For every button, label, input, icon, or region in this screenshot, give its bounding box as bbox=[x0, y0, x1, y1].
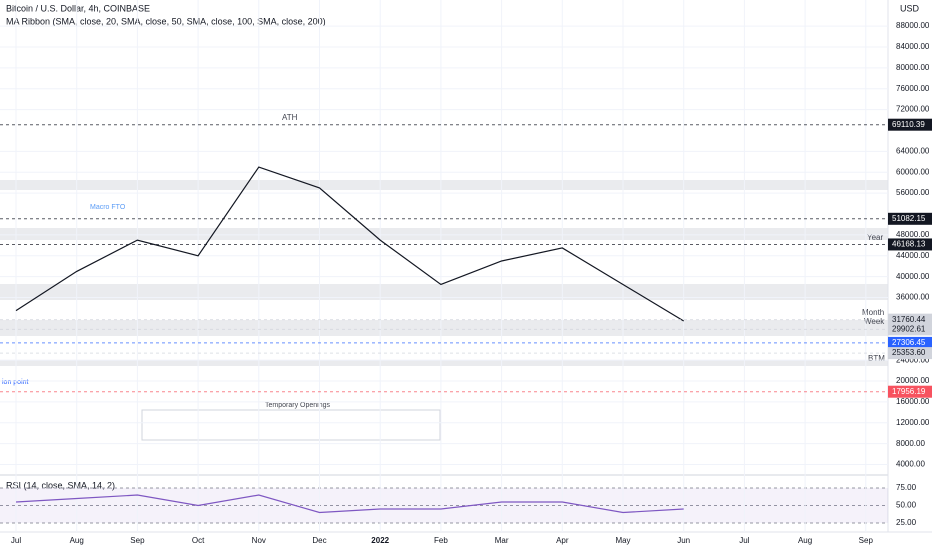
y-tick-label: 20000.00 bbox=[896, 376, 930, 385]
y-tick-label: 64000.00 bbox=[896, 146, 930, 155]
y-tick-label: 12000.00 bbox=[896, 418, 930, 427]
annotation: ion point bbox=[2, 379, 29, 386]
y-tick-label: 36000.00 bbox=[896, 293, 930, 302]
rsi-band bbox=[0, 488, 888, 523]
y-tick-label: 88000.00 bbox=[896, 21, 930, 30]
rsi-title: RSI (14, close, SMA, 14, 2) bbox=[6, 480, 115, 490]
level-label: 46168.13 bbox=[892, 240, 926, 249]
y-tick-label: 40000.00 bbox=[896, 272, 930, 281]
level-label-bg bbox=[888, 385, 932, 398]
x-tick-label: Jul bbox=[739, 536, 749, 545]
y-tick-label: 4000.00 bbox=[896, 460, 925, 469]
y-tick-label: 48000.00 bbox=[896, 230, 930, 239]
y-tick-label: 16000.00 bbox=[896, 397, 930, 406]
y-tick-label: 44000.00 bbox=[896, 251, 930, 260]
level-label: 27306.45 bbox=[892, 338, 926, 347]
zones bbox=[0, 180, 888, 366]
annotation: Year bbox=[867, 233, 884, 242]
box bbox=[141, 409, 441, 441]
level-label: 17956.19 bbox=[892, 387, 926, 396]
x-tick-label: Jun bbox=[677, 536, 690, 545]
level-label-bg bbox=[888, 336, 932, 349]
level-label: 51082.15 bbox=[892, 214, 926, 223]
x-tick-label: Aug bbox=[70, 536, 84, 545]
level-label-bg bbox=[888, 238, 932, 251]
level-label-bg bbox=[888, 118, 932, 131]
x-tick-label: Dec bbox=[312, 536, 326, 545]
level-label-bg bbox=[888, 347, 932, 360]
annotation: BTM bbox=[868, 354, 885, 363]
level-label: 69110.39 bbox=[892, 120, 925, 129]
x-tick-label: Nov bbox=[252, 536, 266, 545]
y-tick-label: 72000.00 bbox=[896, 105, 930, 114]
y-tick-label: 8000.00 bbox=[896, 439, 925, 448]
x-tick-label: Oct bbox=[192, 536, 205, 545]
y-tick-label: 84000.00 bbox=[896, 42, 930, 51]
y-label: USD bbox=[900, 3, 920, 13]
y-tick-label: 76000.00 bbox=[896, 84, 930, 93]
y-tick-label: 60000.00 bbox=[896, 167, 930, 176]
x-tick-label: Jul bbox=[11, 536, 21, 545]
y-tick-label: 80000.00 bbox=[896, 63, 930, 72]
level-label: 29902.61 bbox=[892, 324, 926, 333]
indicator-title: MA Ribbon (SMA, close, 20, SMA, close, 5… bbox=[6, 16, 326, 26]
price-line bbox=[15, 166, 685, 322]
chart-title: Bitcoin / U.S. Dollar, 4h, COINBASE bbox=[6, 3, 150, 13]
x-tick-label: Mar bbox=[495, 536, 509, 545]
price-line bbox=[15, 494, 684, 514]
y-tick-label: 50.00 bbox=[896, 501, 917, 510]
y-tick-label: 25.00 bbox=[896, 518, 917, 527]
y-tick-label: 24000.00 bbox=[896, 355, 930, 364]
x-tick-label: May bbox=[615, 536, 630, 545]
x-tick-label: 2022 bbox=[371, 536, 389, 545]
x-tick-label: Sep bbox=[859, 536, 874, 545]
y-tick-label: 56000.00 bbox=[896, 188, 930, 197]
level-label: 31760.44 bbox=[892, 315, 926, 324]
annotation: Macro FTO bbox=[90, 204, 126, 211]
level-label-bg bbox=[888, 323, 932, 336]
level-label: 25353.60 bbox=[892, 348, 926, 357]
level-label-bg bbox=[888, 313, 932, 326]
x-tick-label: Apr bbox=[556, 536, 569, 545]
level-label-bg bbox=[888, 212, 932, 225]
x-tick-label: Aug bbox=[798, 536, 812, 545]
annotation: Temporary Openings bbox=[265, 402, 330, 409]
x-tick-label: Feb bbox=[434, 536, 448, 545]
y-tick-label: 75.00 bbox=[896, 483, 917, 492]
annotation: ATH bbox=[282, 113, 298, 122]
x-tick-label: Sep bbox=[130, 536, 145, 545]
annotation: Week bbox=[864, 317, 885, 326]
annotation: Month bbox=[862, 308, 884, 317]
